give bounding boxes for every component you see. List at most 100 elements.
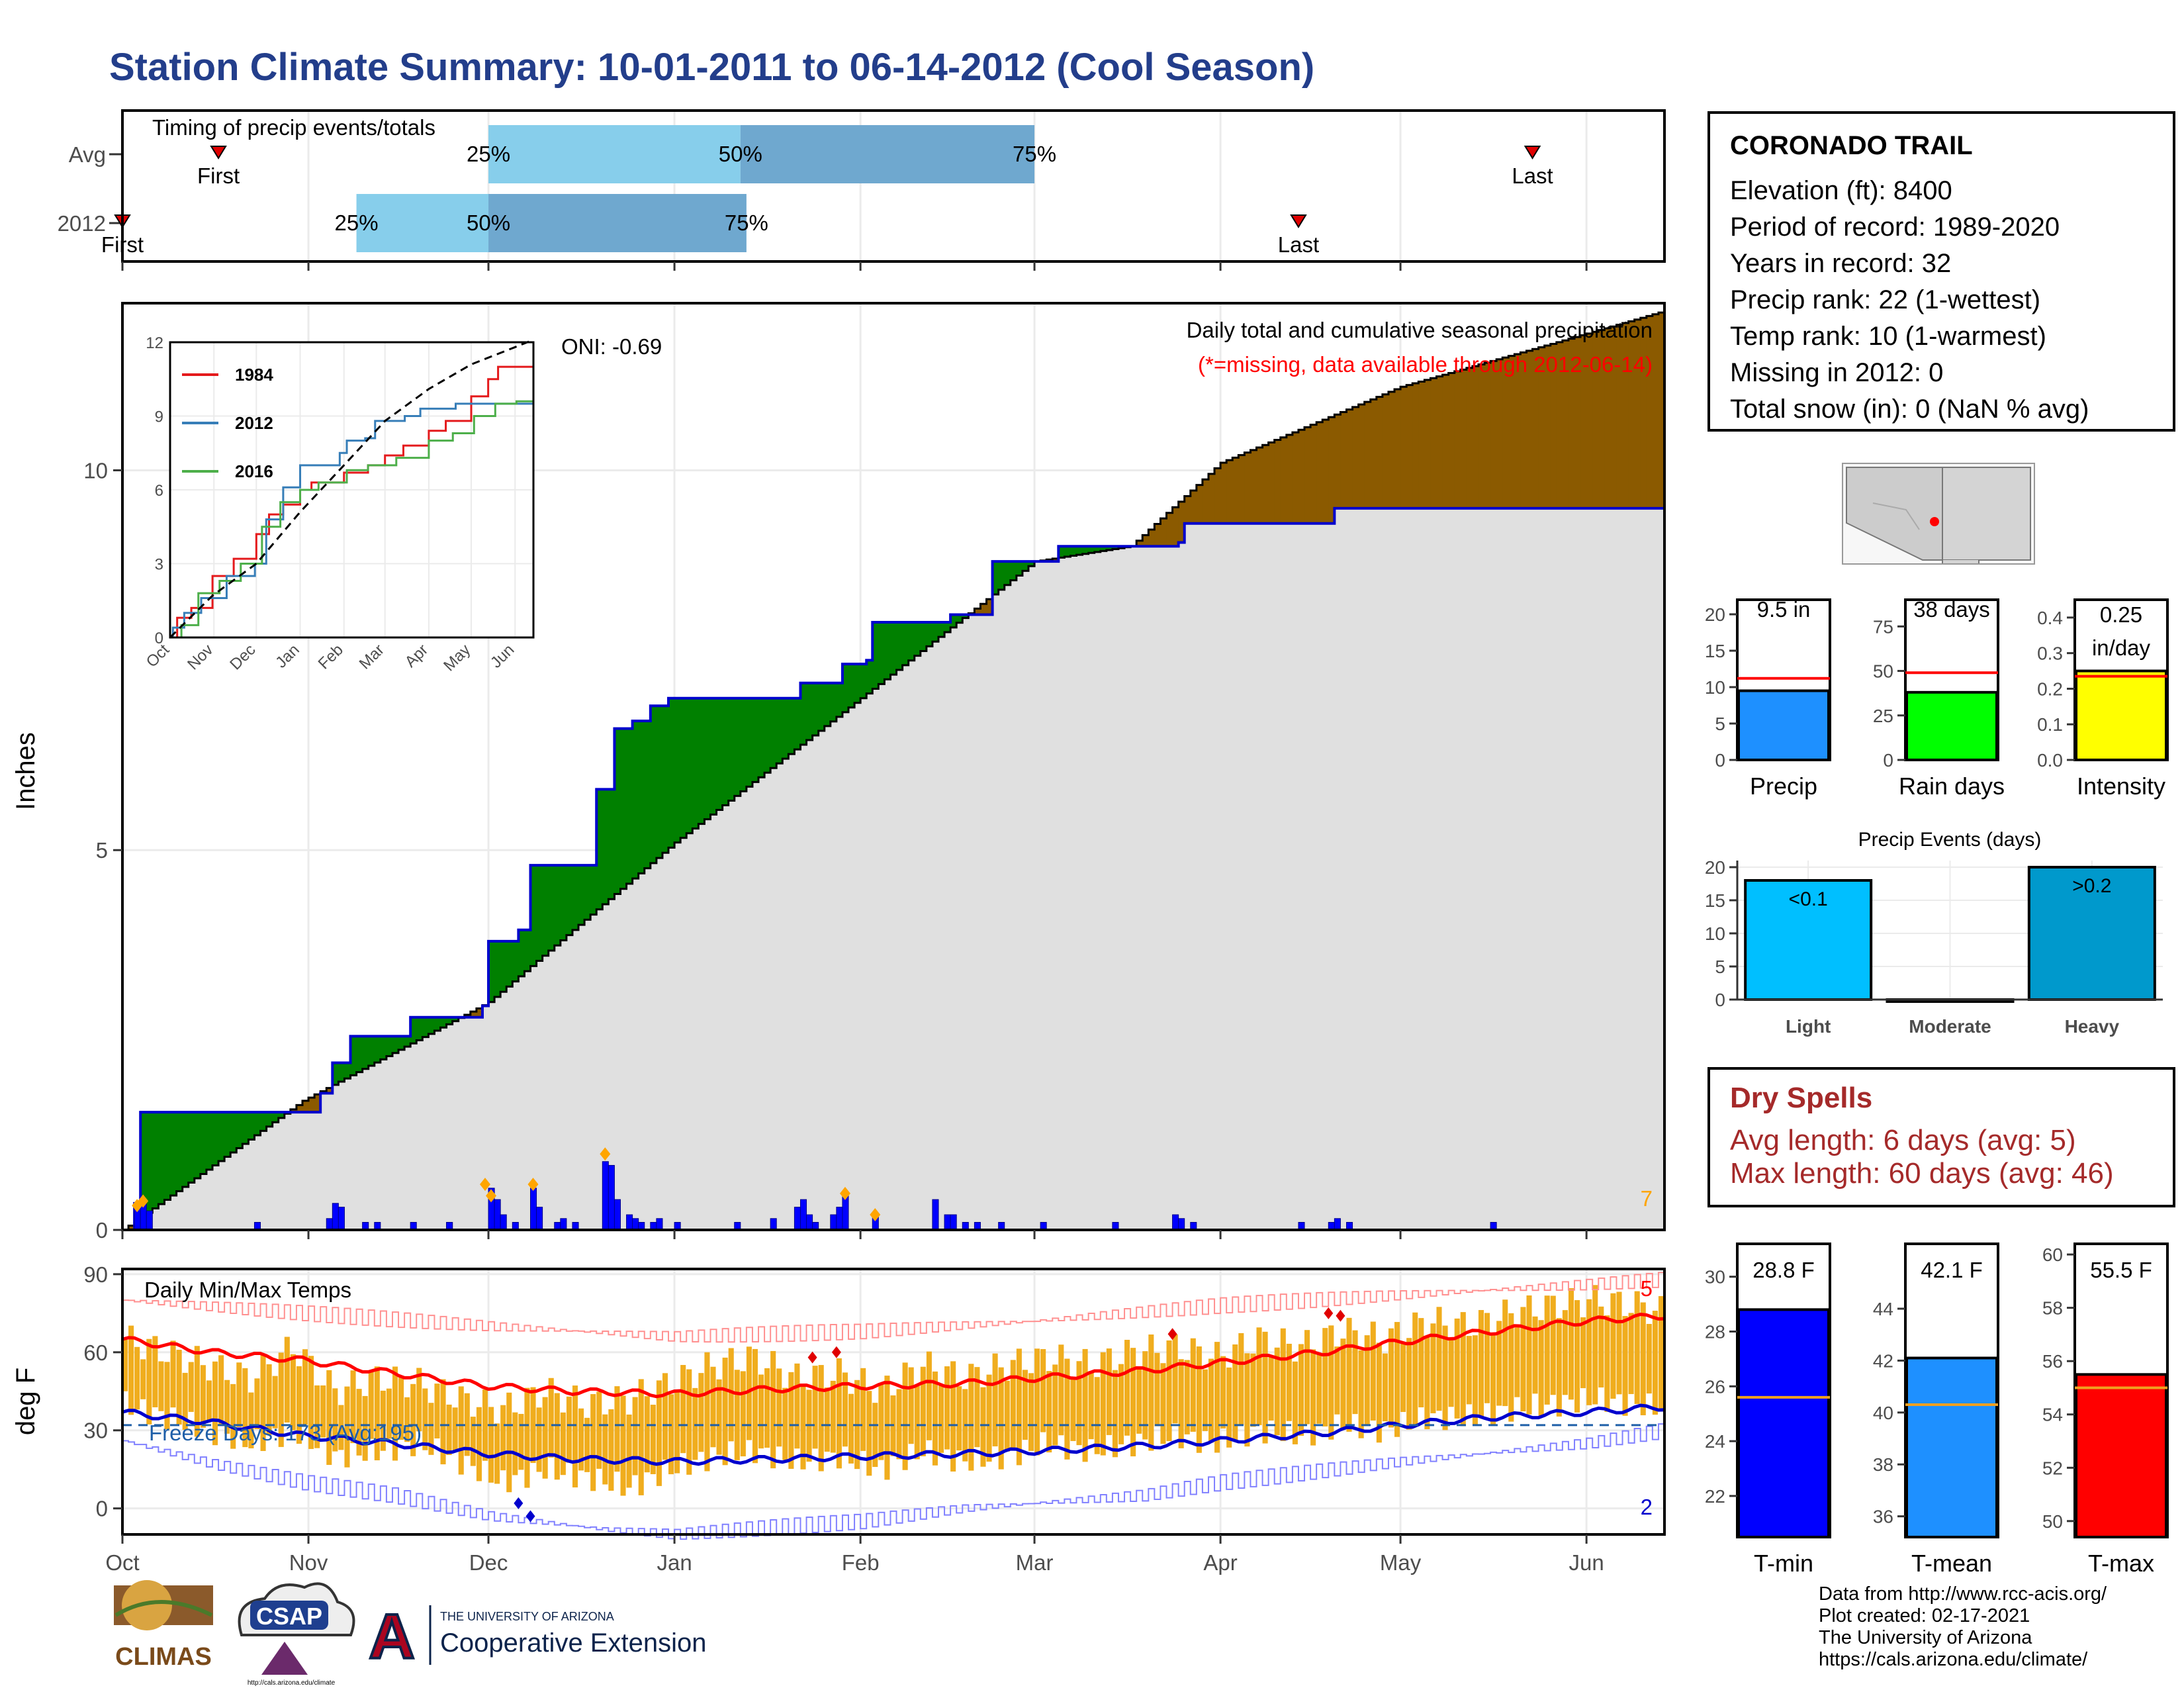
precip-diff-fill	[176, 1112, 183, 1192]
timing-last-label: Last	[1512, 164, 1553, 188]
temp-daily-bar	[1616, 1291, 1622, 1395]
precip-avg-line	[122, 310, 1666, 1231]
precip-avg-fill	[1286, 523, 1293, 1230]
precip-avg-fill	[638, 873, 645, 1230]
precip-avg-fill	[1574, 508, 1581, 1230]
temp-daily-bar	[692, 1387, 698, 1460]
temp-daily-bar	[506, 1392, 512, 1493]
temp-daily-bar	[1634, 1291, 1640, 1404]
precip-diff-fill	[1466, 367, 1473, 508]
precip-diff-fill	[956, 614, 963, 623]
precip-avg-fill	[782, 759, 789, 1230]
temp-daily-bar	[1088, 1371, 1094, 1440]
precip-marker	[870, 1208, 881, 1222]
precip-avg-fill	[1340, 508, 1347, 1230]
precip-avg-fill	[716, 810, 723, 1230]
temp-daily-bar	[986, 1374, 992, 1462]
precip-diff-fill	[1484, 362, 1491, 508]
precip-daily-bar	[500, 1214, 507, 1231]
precip-diff-fill	[842, 664, 849, 712]
precip-avg-fill	[1268, 523, 1275, 1230]
temp-avg-tmin-line	[122, 1403, 1665, 1466]
precip-diff-fill	[1472, 366, 1479, 508]
precip-diff-fill	[704, 698, 711, 820]
precip-daily-bar	[950, 1214, 957, 1231]
precip-diff-fill	[1622, 323, 1629, 508]
temp-summary-t-mean-bar	[1905, 1356, 1998, 1539]
precip-diff-fill	[1544, 346, 1551, 508]
inset-y-tick-label: 3	[155, 556, 163, 574]
precip-avg-fill	[614, 894, 621, 1230]
precip-avg-fill	[590, 914, 597, 1230]
timing-last-marker	[1524, 146, 1541, 160]
precip-daily-bar	[1172, 1214, 1179, 1231]
summary-intensity-tick-label: 0.2	[2037, 679, 2063, 699]
temp-daily-bar	[404, 1397, 410, 1442]
precip-diff-fill	[764, 698, 771, 773]
temp-daily-bar	[1166, 1340, 1172, 1442]
temp-daily-bar	[1010, 1360, 1016, 1449]
temp-daily-bar	[356, 1389, 362, 1456]
temp-daily-bar	[1400, 1342, 1406, 1413]
precip-diff-fill	[1520, 352, 1527, 508]
precip-marker	[600, 1147, 611, 1161]
precip-avg-fill	[974, 614, 981, 1230]
temp-daily-bar	[470, 1417, 476, 1466]
precip-avg-fill	[1544, 508, 1551, 1230]
temp-summary-t-max-tick-label: 52	[2042, 1458, 2063, 1478]
precip-diff-fill	[692, 698, 699, 829]
precip-avg-fill	[926, 646, 933, 1230]
precip-diff-fill	[902, 622, 909, 665]
precip-avg-fill	[842, 712, 849, 1230]
precip-diff-fill	[416, 1017, 423, 1041]
temp-daily-bar	[206, 1380, 212, 1421]
precip-avg-fill	[980, 614, 987, 1230]
temp-daily-bar	[1478, 1310, 1484, 1417]
precip-avg-fill	[1076, 555, 1083, 1230]
precip-daily-bar	[494, 1199, 501, 1231]
precip-diff-fill	[332, 1062, 339, 1085]
precip-avg-fill	[344, 1078, 351, 1230]
temp-daily-bar	[230, 1383, 236, 1449]
temp-min-count: 2	[1641, 1495, 1653, 1519]
precip-avg-fill	[686, 833, 693, 1230]
precip-avg-fill	[734, 796, 741, 1230]
temp-daily-bar	[818, 1365, 824, 1472]
precip-diff-fill	[410, 1017, 417, 1044]
precip-diff-fill	[962, 614, 969, 618]
precip-diff-fill	[1508, 355, 1515, 508]
events-tick-label: 5	[1715, 957, 1725, 977]
precip-diff-fill	[128, 1225, 135, 1230]
precip-avg-fill	[542, 955, 549, 1230]
ua-small-text: THE UNIVERSITY OF ARIZONA	[440, 1610, 614, 1623]
temp-daily-bar	[1094, 1377, 1100, 1454]
precip-diff-fill	[1190, 491, 1197, 524]
precip-diff-fill	[656, 706, 663, 859]
precip-avg-fill	[950, 627, 957, 1230]
precip-diff-fill	[728, 698, 735, 801]
precip-diff-fill	[434, 1017, 441, 1031]
precip-diff-fill	[1610, 326, 1617, 508]
precip-diff-fill	[632, 721, 639, 879]
precip-avg-fill	[812, 735, 819, 1230]
precip-avg-fill	[260, 1131, 267, 1230]
precip-diff-fill	[1220, 462, 1227, 524]
temp-daily-bar	[1004, 1380, 1010, 1452]
temp-daily-bar	[1154, 1352, 1160, 1427]
timing-bar-q2	[740, 125, 1035, 183]
precip-diff-fill	[1400, 387, 1407, 508]
temp-daily-bar	[338, 1405, 344, 1450]
temp-daily-bar	[1448, 1338, 1454, 1407]
precip-diff-fill	[1262, 445, 1269, 524]
precip-diff-fill	[314, 1094, 321, 1113]
csap-wordmark: CSAP	[256, 1603, 322, 1630]
temp-daily-bar	[1610, 1293, 1616, 1399]
precip-diff-fill	[1376, 397, 1383, 508]
temp-daily-bar	[314, 1385, 320, 1448]
temp-daily-bar	[284, 1336, 290, 1423]
precip-avg-fill	[746, 786, 753, 1230]
temp-daily-bar	[1538, 1320, 1544, 1416]
precip-daily-bar	[326, 1218, 333, 1231]
temp-daily-bar	[1640, 1302, 1646, 1415]
summary-intensity-tick-label: 0.1	[2037, 714, 2063, 735]
